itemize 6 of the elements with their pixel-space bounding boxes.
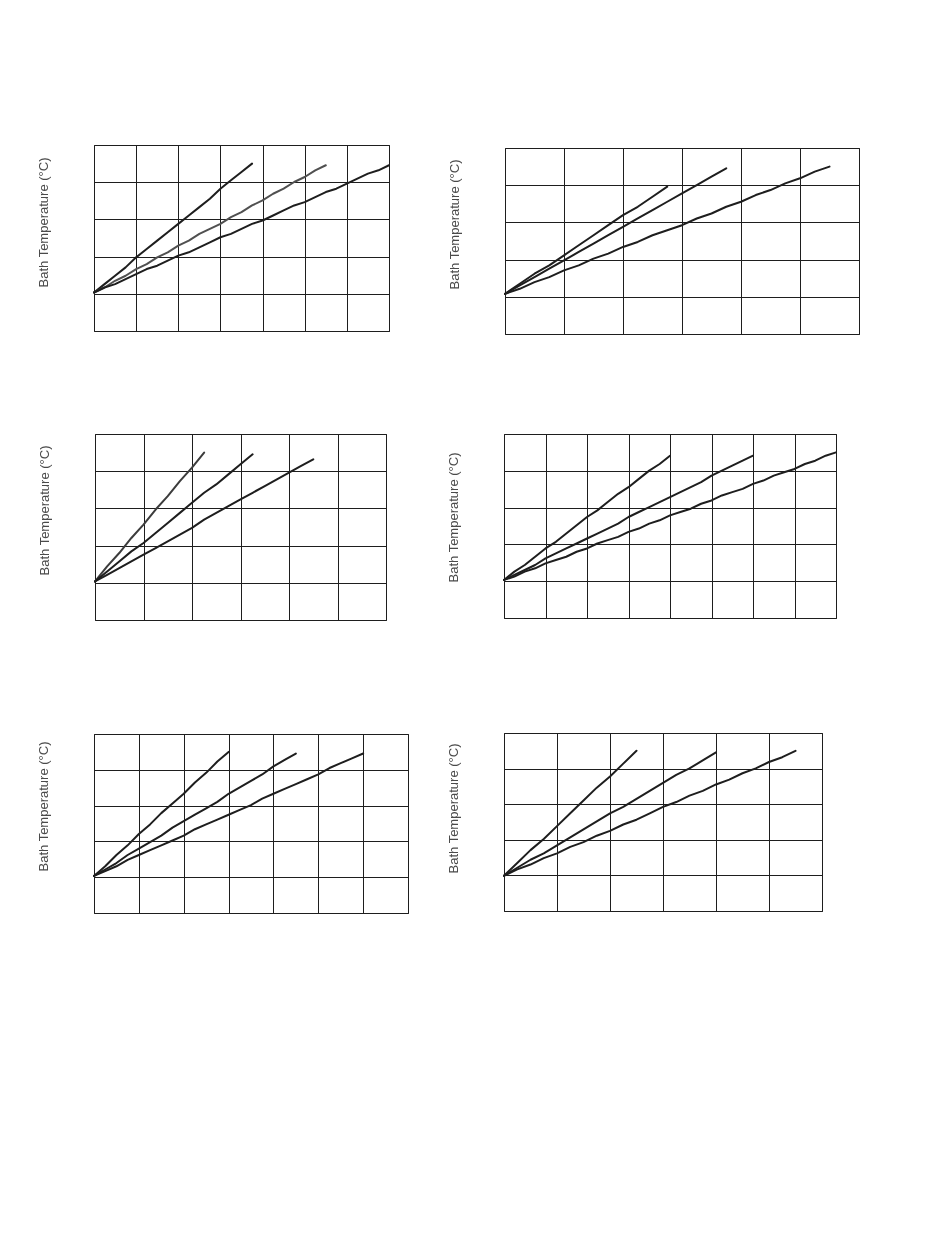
y-axis-title: Bath Temperature (°C): [445, 452, 461, 583]
y-axis-title: Bath Temperature (°C): [446, 159, 462, 290]
y-axis-title: Bath Temperature (°C): [36, 445, 52, 576]
y-axis-title: Bath Temperature (°C): [35, 157, 51, 288]
y-axis-title: Bath Temperature (°C): [445, 743, 461, 874]
y-axis-title: Bath Temperature (°C): [35, 741, 51, 872]
